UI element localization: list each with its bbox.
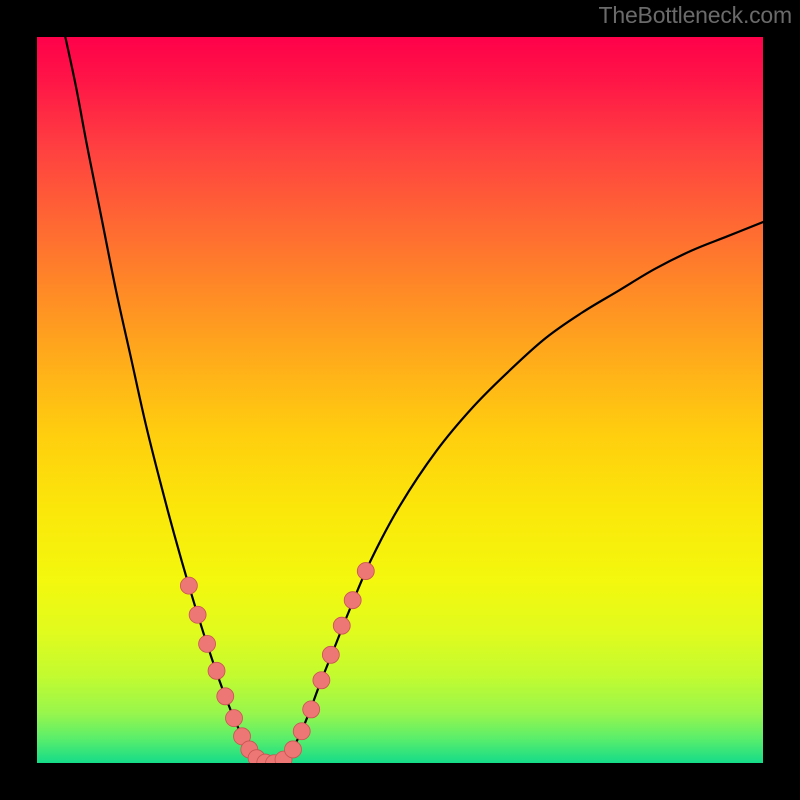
bottleneck-chart xyxy=(0,0,800,800)
chart-container: TheBottleneck.com xyxy=(0,0,800,800)
border-left xyxy=(0,0,36,800)
data-marker xyxy=(180,577,197,594)
border-right xyxy=(764,0,800,800)
border-bottom xyxy=(0,764,800,800)
data-marker xyxy=(189,606,206,623)
watermark-text: TheBottleneck.com xyxy=(599,2,792,29)
data-marker xyxy=(208,662,225,679)
data-marker xyxy=(199,635,216,652)
data-marker xyxy=(284,741,301,758)
data-marker xyxy=(357,563,374,580)
gradient-background xyxy=(36,36,764,764)
data-marker xyxy=(226,710,243,727)
data-marker xyxy=(303,701,320,718)
data-marker xyxy=(344,592,361,609)
data-marker xyxy=(313,672,330,689)
data-marker xyxy=(293,723,310,740)
data-marker xyxy=(217,688,234,705)
data-marker xyxy=(322,646,339,663)
data-marker xyxy=(333,617,350,634)
